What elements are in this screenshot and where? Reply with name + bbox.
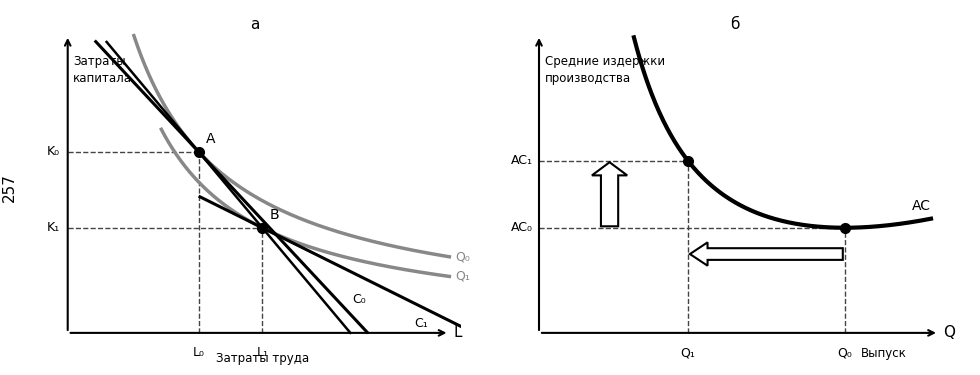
Text: Затраты труда: Затраты труда — [216, 352, 309, 365]
Text: L: L — [453, 326, 462, 340]
Text: A: A — [206, 132, 216, 146]
Text: Q₁: Q₁ — [455, 270, 469, 283]
Text: AC₀: AC₀ — [512, 221, 533, 234]
Text: Q₀: Q₀ — [837, 346, 853, 359]
Text: Средние издержки
производства: Средние издержки производства — [545, 56, 665, 86]
Text: AC₁: AC₁ — [512, 154, 533, 167]
Polygon shape — [690, 242, 843, 266]
Text: B: B — [270, 208, 279, 222]
Text: Q₀: Q₀ — [455, 250, 469, 263]
Text: Выпуск: Выпуск — [861, 348, 906, 360]
Text: K₁: K₁ — [47, 221, 60, 234]
Text: Q₁: Q₁ — [680, 346, 696, 359]
Text: C₁: C₁ — [415, 317, 428, 330]
Text: б: б — [730, 17, 740, 32]
Polygon shape — [592, 162, 627, 226]
Text: C₀: C₀ — [352, 293, 366, 306]
Text: 257: 257 — [2, 173, 18, 202]
Text: K₀: K₀ — [47, 146, 60, 158]
Text: а: а — [250, 17, 260, 32]
Text: Q: Q — [943, 326, 955, 340]
Text: Затраты
капитала: Затраты капитала — [74, 56, 132, 86]
Text: L₁: L₁ — [257, 346, 269, 359]
Text: L₀: L₀ — [193, 346, 205, 359]
Text: AC: AC — [911, 200, 930, 213]
